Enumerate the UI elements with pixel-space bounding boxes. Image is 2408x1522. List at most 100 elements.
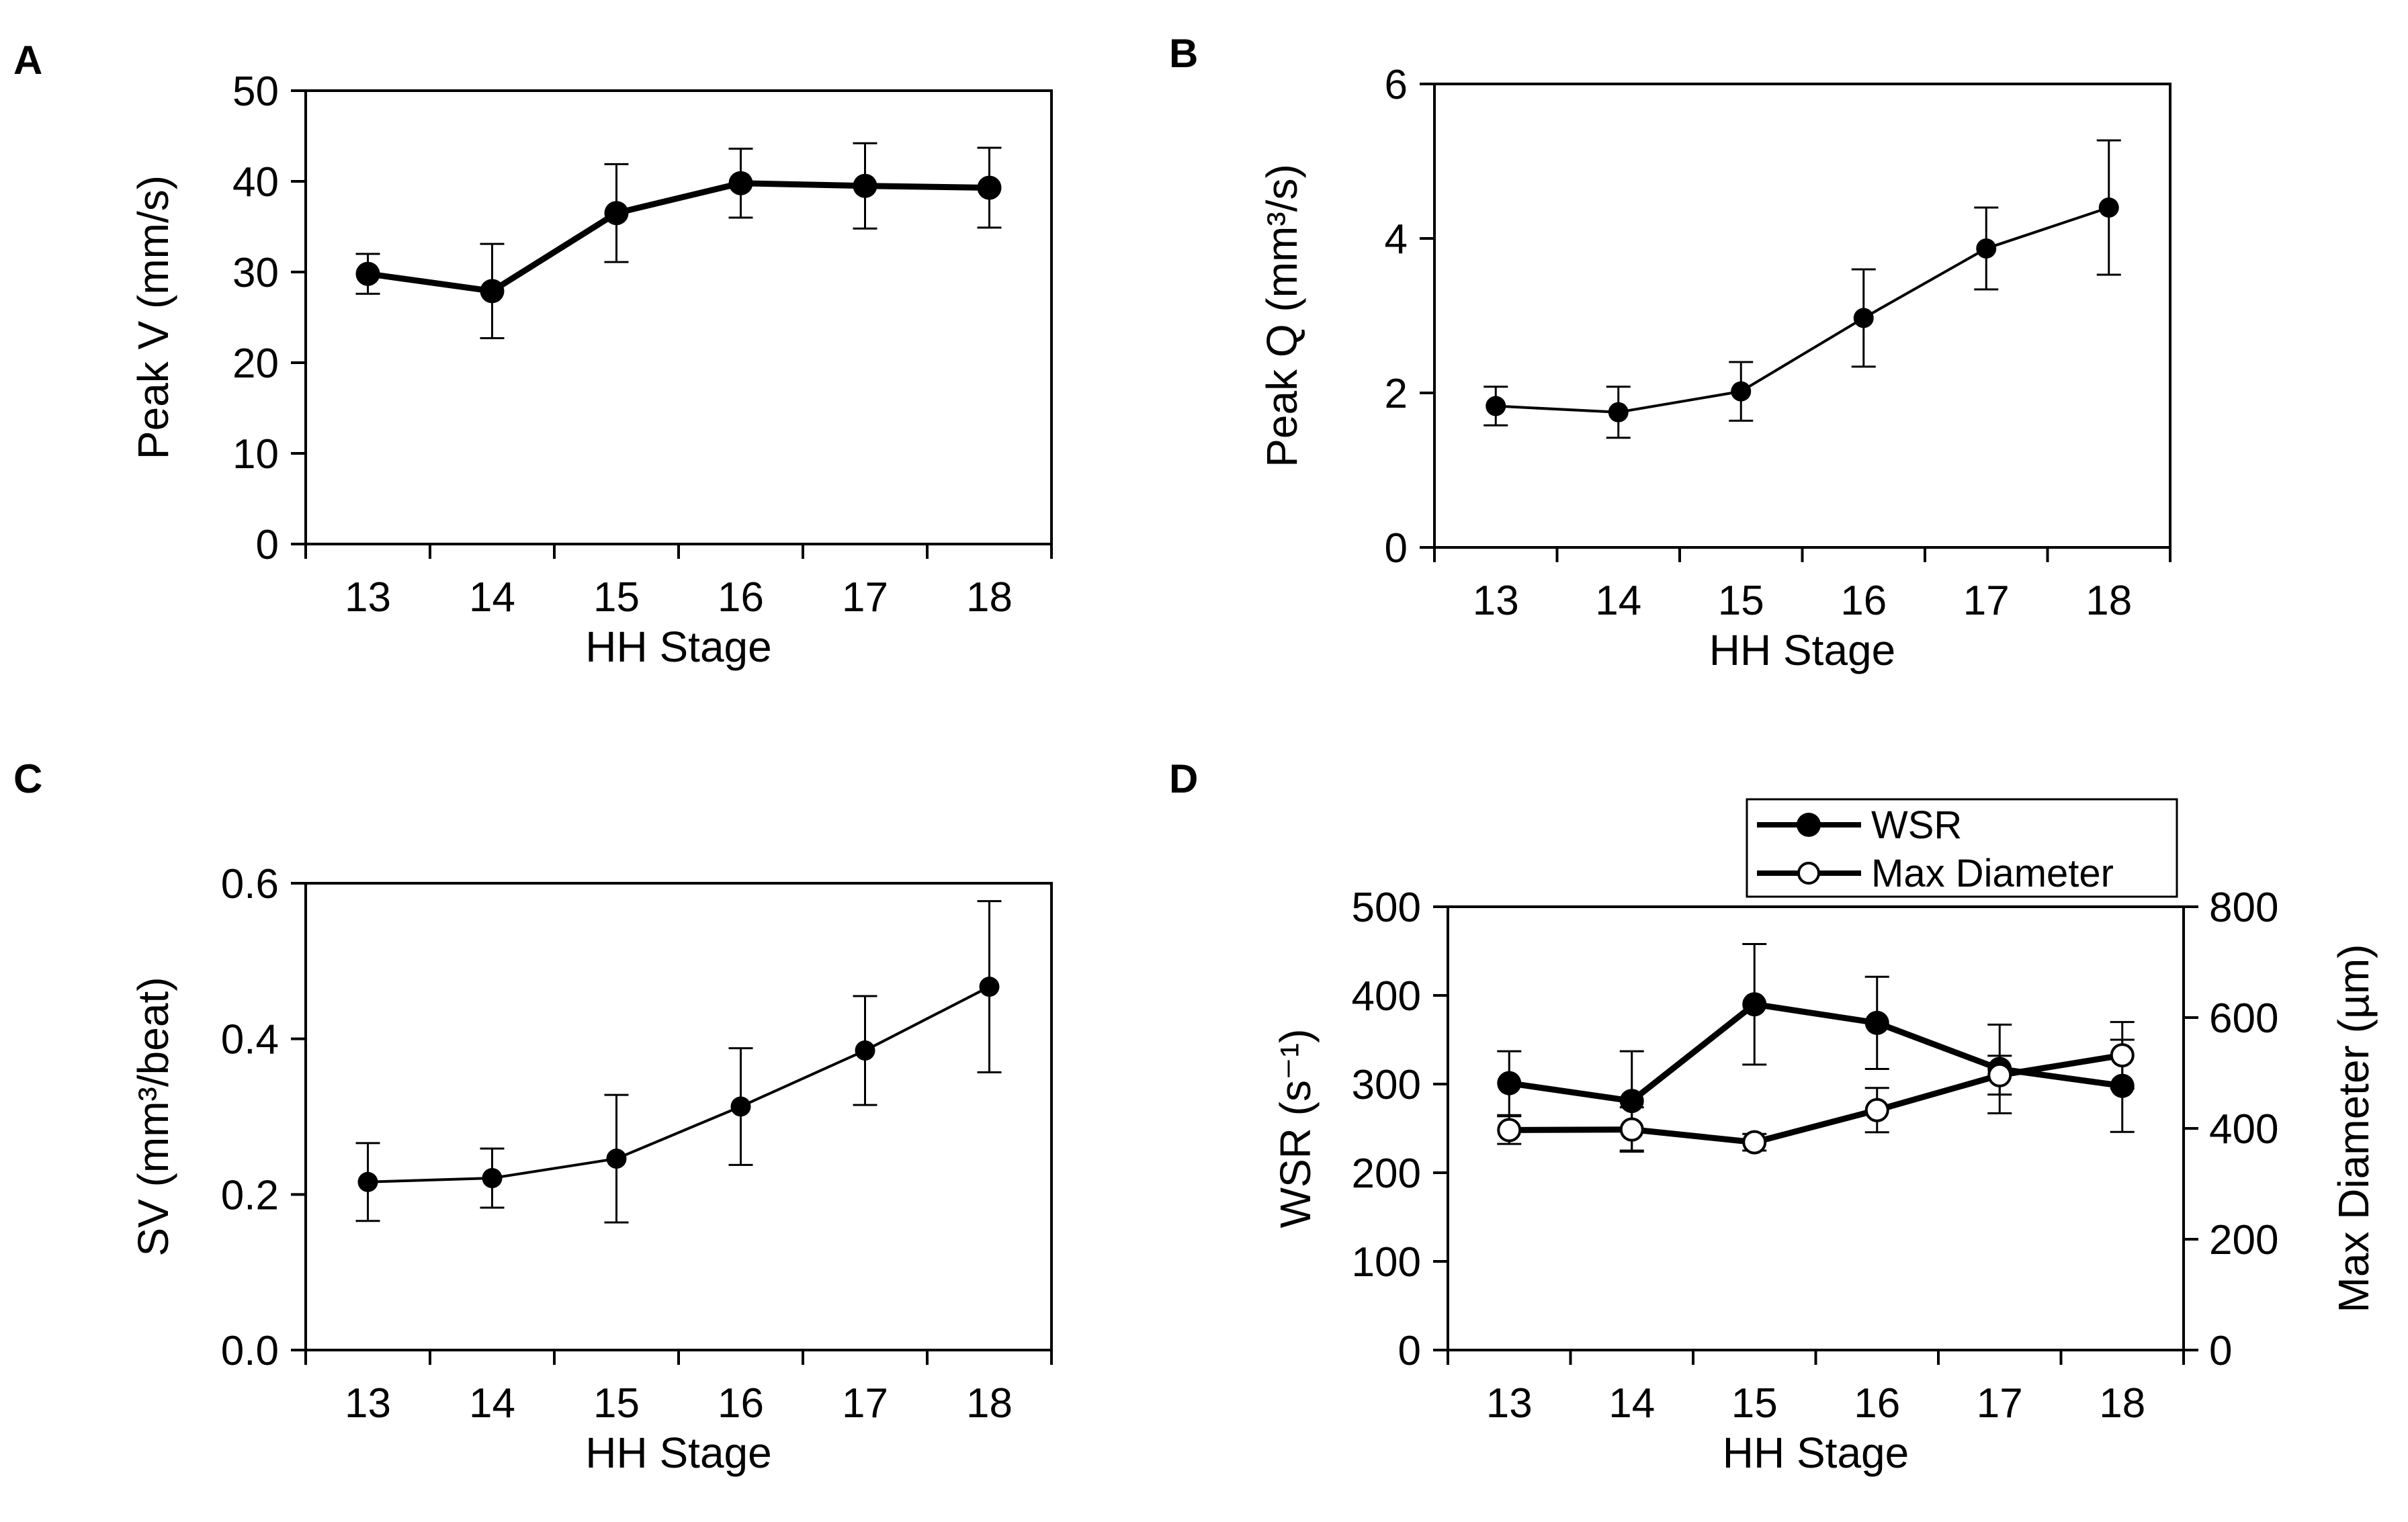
legend-label: WSR xyxy=(1871,803,1962,847)
x-tick-label: 16 xyxy=(718,1380,764,1427)
y2-tick-label: 600 xyxy=(2209,995,2278,1042)
x-tick-label: 16 xyxy=(718,574,764,621)
x-tick-label: 15 xyxy=(1731,1380,1778,1427)
data-point xyxy=(1987,1063,2012,1087)
series-line xyxy=(1509,1052,2123,1146)
data-point xyxy=(1497,1071,1522,1095)
x-tick-label: 17 xyxy=(842,1380,888,1427)
x-axis-title: HH Stage xyxy=(585,623,771,671)
x-tick-label: 14 xyxy=(1608,1380,1655,1427)
y-tick-label: 6 xyxy=(1385,62,1408,108)
x-tick-label: 13 xyxy=(1473,578,1519,624)
y-tick-label: 40 xyxy=(232,159,279,206)
y-axis-title: Peak V (mm/s) xyxy=(129,175,177,459)
data-point xyxy=(357,1171,378,1192)
y-axis-title: SV (mm³/beat) xyxy=(129,977,177,1256)
x-tick-label: 13 xyxy=(345,1380,391,1427)
plot-frame xyxy=(1433,83,2172,549)
panel-label: C xyxy=(13,756,42,801)
y-axis-title: Peak Q (mm³/s) xyxy=(1258,164,1306,467)
y-tick-label: 4 xyxy=(1385,216,1408,263)
series-line xyxy=(1508,1001,2123,1104)
x-tick-label: 16 xyxy=(1840,578,1887,624)
y-tick-label: 500 xyxy=(1352,885,1421,931)
data-point xyxy=(979,977,1000,997)
y-tick-label: 0 xyxy=(1385,525,1408,572)
panel-label: A xyxy=(13,38,42,83)
data-point xyxy=(855,1040,875,1061)
y2-tick-label: 0 xyxy=(2209,1328,2232,1374)
y2-tick-label: 800 xyxy=(2209,885,2278,931)
x-tick-label: 17 xyxy=(1963,578,2010,624)
data-point xyxy=(1742,1130,1767,1155)
data-point xyxy=(977,175,1002,200)
data-point xyxy=(1864,1010,1889,1035)
data-point xyxy=(1742,992,1767,1017)
y-tick-label: 50 xyxy=(232,69,279,115)
data-point xyxy=(604,201,629,226)
series-sv xyxy=(355,900,1002,1224)
data-point xyxy=(1864,1098,1889,1122)
x-axis-title: HH Stage xyxy=(1709,626,1895,674)
y-tick-label: 100 xyxy=(1352,1239,1421,1286)
data-point xyxy=(853,173,877,198)
legend-marker xyxy=(1797,862,1820,885)
data-point xyxy=(730,1096,751,1117)
x-tick-label: 18 xyxy=(966,1380,1013,1427)
y-tick-label: 0 xyxy=(256,522,279,568)
series-max-diameter xyxy=(1497,1021,2135,1155)
x-tick-label: 18 xyxy=(2086,578,2132,624)
y-tick-label: 400 xyxy=(1352,973,1421,1020)
data-point xyxy=(1731,381,1752,402)
series-wsr xyxy=(1497,942,2135,1152)
x-tick-label: 14 xyxy=(469,1380,515,1427)
data-point xyxy=(728,171,753,195)
y-tick-label: 0 xyxy=(1398,1328,1421,1374)
y2-tick-label: 400 xyxy=(2209,1106,2278,1153)
data-point xyxy=(2098,197,2119,218)
y-tick-label: 30 xyxy=(232,250,279,296)
panel-a: A 0 10 20 30 40 50 13 14 15 16 17 18 HH Stage Peak V (… xyxy=(13,38,1053,671)
series-line xyxy=(367,180,990,294)
x-tick-label: 17 xyxy=(842,574,888,621)
x-tick-label: 18 xyxy=(966,574,1013,621)
y-tick-label: 10 xyxy=(232,431,279,478)
y2-axis-title: Max Diameter (µm) xyxy=(2329,944,2378,1313)
panel-c: C 0.0 0.2 0.4 0.6 13 14 15 16 17 18 HH Stage SV (mm³… xyxy=(13,756,1053,1477)
panel-label: B xyxy=(1169,31,1198,76)
panel-b: B 0 2 4 6 13 14 15 16 17 18 HH Stage Peak Q (mm³/s) xyxy=(1169,31,2172,674)
x-tick-label: 15 xyxy=(593,1380,640,1427)
y-tick-label: 0.2 xyxy=(221,1172,279,1218)
x-tick-label: 15 xyxy=(1718,578,1764,624)
legend: WSR Max Diameter xyxy=(1746,798,2178,898)
panel-d: D 0 100 200 300 400 500 0 200 400 600 800 13 14 15 16 17… xyxy=(1169,756,2378,1477)
x-tick-label: 13 xyxy=(1486,1380,1533,1427)
y2-tick-label: 200 xyxy=(2209,1217,2278,1263)
y-tick-label: 300 xyxy=(1352,1062,1421,1108)
x-tick-label: 15 xyxy=(593,574,640,621)
legend-marker xyxy=(1797,813,1821,837)
x-axis-title: HH Stage xyxy=(1723,1429,1909,1477)
data-point xyxy=(480,279,505,304)
series-peak-v xyxy=(355,142,1002,340)
data-point xyxy=(1619,1117,1644,1142)
data-point xyxy=(1853,308,1874,328)
legend-label: Max Diameter xyxy=(1871,852,2114,895)
data-point xyxy=(1608,402,1629,422)
y-tick-label: 0.4 xyxy=(221,1017,279,1063)
y-tick-label: 0.0 xyxy=(221,1328,279,1374)
plot-frame xyxy=(304,89,1053,545)
y-tick-label: 0.6 xyxy=(221,861,279,907)
data-point xyxy=(2110,1043,2135,1068)
data-point xyxy=(1497,1118,1522,1143)
y-tick-label: 200 xyxy=(1352,1151,1421,1197)
series-line xyxy=(368,985,990,1183)
x-tick-label: 13 xyxy=(345,574,391,621)
panel-label: D xyxy=(1169,756,1198,801)
data-point xyxy=(482,1168,503,1189)
data-point xyxy=(1976,238,1997,259)
legend-frame xyxy=(1746,798,2178,898)
x-axis-title: HH Stage xyxy=(585,1429,771,1477)
x-tick-label: 18 xyxy=(2099,1380,2145,1427)
